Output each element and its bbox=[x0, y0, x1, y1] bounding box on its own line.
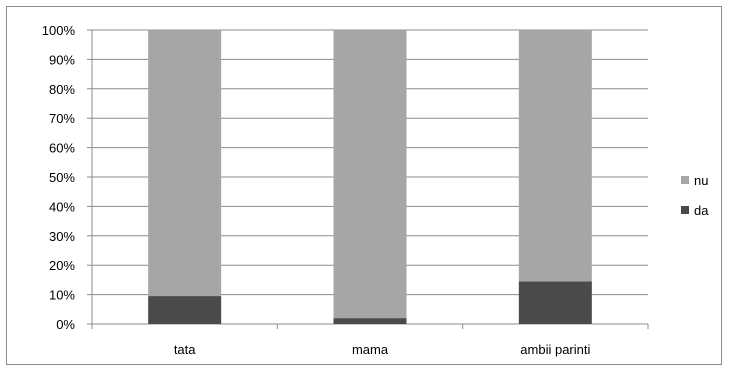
y-tick-label: 60% bbox=[49, 141, 75, 156]
legend-label-nu: nu bbox=[694, 173, 708, 188]
bar-segment-da bbox=[148, 296, 222, 324]
x-tick-label: ambii parinti bbox=[520, 342, 590, 357]
y-tick-label: 80% bbox=[49, 82, 75, 97]
legend-swatch-da bbox=[681, 206, 689, 214]
y-tick-label: 70% bbox=[49, 111, 75, 126]
legend-label-da: da bbox=[694, 203, 709, 218]
x-tick-label: tata bbox=[174, 342, 196, 357]
y-tick-label: 50% bbox=[49, 170, 75, 185]
bar-segment-da bbox=[518, 281, 592, 324]
bar-segment-nu bbox=[148, 30, 222, 297]
bar-segment-nu bbox=[333, 30, 407, 319]
bar-segment-da bbox=[333, 318, 407, 324]
x-axis-tick-labels: tata mama ambii parinti bbox=[174, 342, 591, 357]
y-tick-label: 30% bbox=[49, 229, 75, 244]
y-axis-tick-labels: 0% 10% 20% 30% 40% 50% 60% 70% 80% 90% 100% bbox=[42, 23, 76, 332]
y-tick-label: 20% bbox=[49, 258, 75, 273]
legend: nu da bbox=[681, 173, 709, 218]
y-tick-label: 0% bbox=[56, 317, 75, 332]
bar-segment-nu bbox=[518, 30, 592, 282]
bars bbox=[148, 30, 592, 324]
x-tick-label: mama bbox=[352, 342, 389, 357]
y-tick-label: 100% bbox=[42, 23, 76, 38]
legend-swatch-nu bbox=[681, 176, 689, 184]
y-tick-label: 40% bbox=[49, 199, 75, 214]
y-tick-label: 90% bbox=[49, 52, 75, 67]
y-tick-label: 10% bbox=[49, 288, 75, 303]
